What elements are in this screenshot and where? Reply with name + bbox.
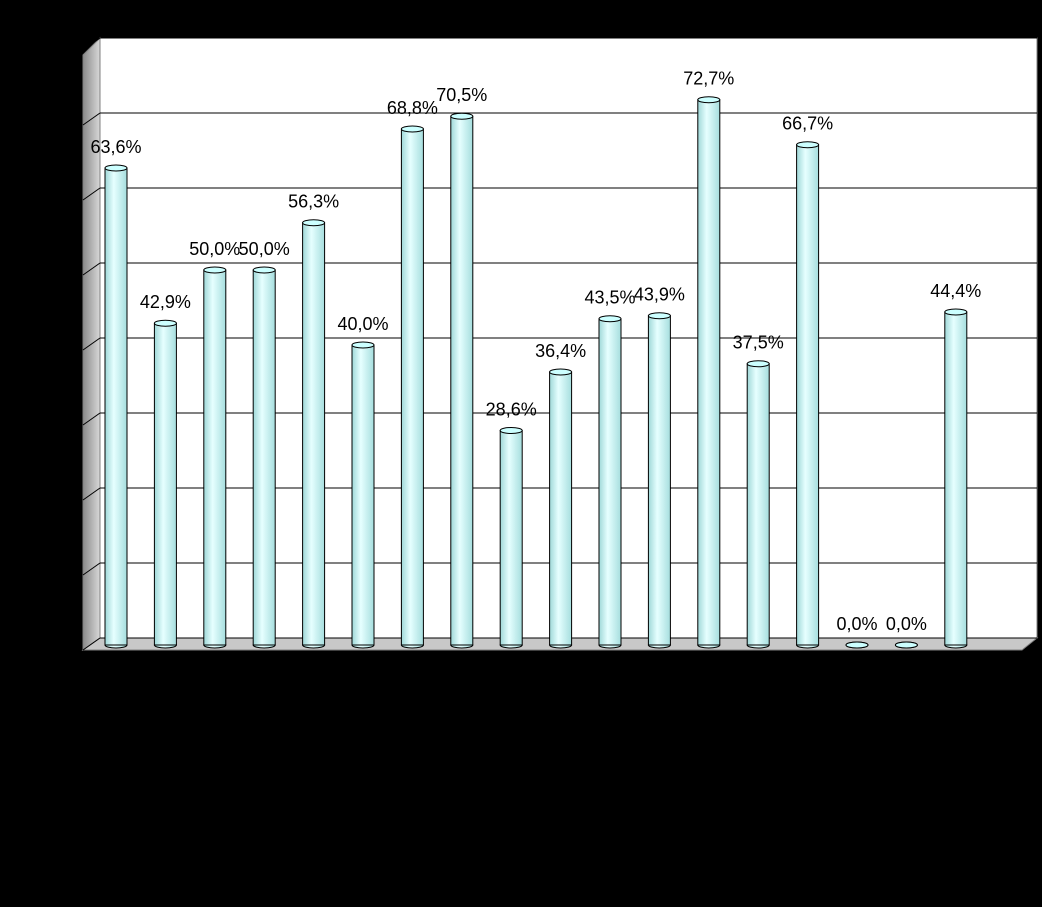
bar (499, 427, 523, 649)
bar (796, 141, 820, 649)
grid-line-side (82, 562, 101, 576)
bar-top (549, 368, 573, 376)
bar-body (450, 115, 474, 646)
data-label: 43,9% (634, 285, 685, 305)
bar (400, 125, 424, 649)
bar-body (796, 144, 820, 646)
grid-line-side (82, 412, 101, 426)
data-label: 42,9% (140, 292, 191, 312)
data-label: 68,8% (387, 98, 438, 118)
bar-body (598, 318, 622, 646)
bar-top (697, 96, 721, 104)
data-label: 0,0% (886, 614, 927, 634)
bar (450, 112, 474, 649)
data-label: 44,4% (930, 281, 981, 301)
bar-body (252, 269, 276, 646)
bar-top (845, 641, 869, 649)
bar-top (400, 125, 424, 133)
data-label: 72,7% (683, 69, 734, 89)
bar-top (351, 341, 375, 349)
grid-line-side (82, 487, 101, 501)
grid-line-side (82, 187, 101, 201)
bar (153, 319, 177, 649)
data-label: 40,0% (337, 314, 388, 334)
bar-top (203, 266, 227, 274)
bar (746, 360, 770, 649)
bar (252, 266, 276, 649)
bar-body (153, 322, 177, 646)
grid-line-side (82, 112, 101, 126)
bar-body (302, 222, 326, 646)
data-label: 0,0% (836, 614, 877, 634)
data-label: 28,6% (486, 399, 537, 419)
bar-top (894, 641, 918, 649)
bar (697, 96, 721, 649)
bar (549, 368, 573, 649)
grid-line-side (82, 337, 101, 351)
bar-body (400, 128, 424, 646)
bar-top (450, 112, 474, 120)
bar-body (499, 430, 523, 646)
grid-line-side (82, 262, 101, 276)
data-label: 70,5% (436, 85, 487, 105)
bar-body (203, 269, 227, 646)
bar (845, 641, 869, 649)
data-label: 43,5% (584, 288, 635, 308)
bar-body (647, 315, 671, 646)
bar (944, 308, 968, 649)
bar (203, 266, 227, 649)
data-label: 37,5% (733, 333, 784, 353)
bar-top (252, 266, 276, 274)
plot: 63,6% 42,9% 50,0%50,0% 56,3% 40,0% 68,8%70,5%… (82, 37, 1037, 651)
bar (894, 641, 918, 649)
bar-top (104, 164, 128, 172)
data-label: 63,6% (90, 137, 141, 157)
bar-body (549, 371, 573, 646)
bar-top (944, 308, 968, 316)
data-label: 56,3% (288, 192, 339, 212)
bar (104, 164, 128, 649)
bar (647, 312, 671, 649)
bar-top (598, 315, 622, 323)
bar (598, 315, 622, 649)
bar-body (746, 363, 770, 646)
bar-top (746, 360, 770, 368)
bar (351, 341, 375, 649)
grid-line-side (82, 637, 101, 651)
bar-body (944, 311, 968, 646)
grid-line-side (82, 37, 101, 51)
bar-top (302, 219, 326, 227)
bar-top (499, 427, 523, 434)
bar-body (697, 99, 721, 646)
data-label: 50,0% (239, 239, 290, 259)
data-label: 50,0% (189, 239, 240, 259)
bar-top (153, 319, 177, 327)
data-label: 66,7% (782, 114, 833, 134)
data-label: 36,4% (535, 341, 586, 361)
bar-top (796, 141, 820, 149)
bar-body (351, 344, 375, 646)
bar-top (647, 312, 671, 320)
bar-body (104, 167, 128, 646)
bar (302, 219, 326, 649)
